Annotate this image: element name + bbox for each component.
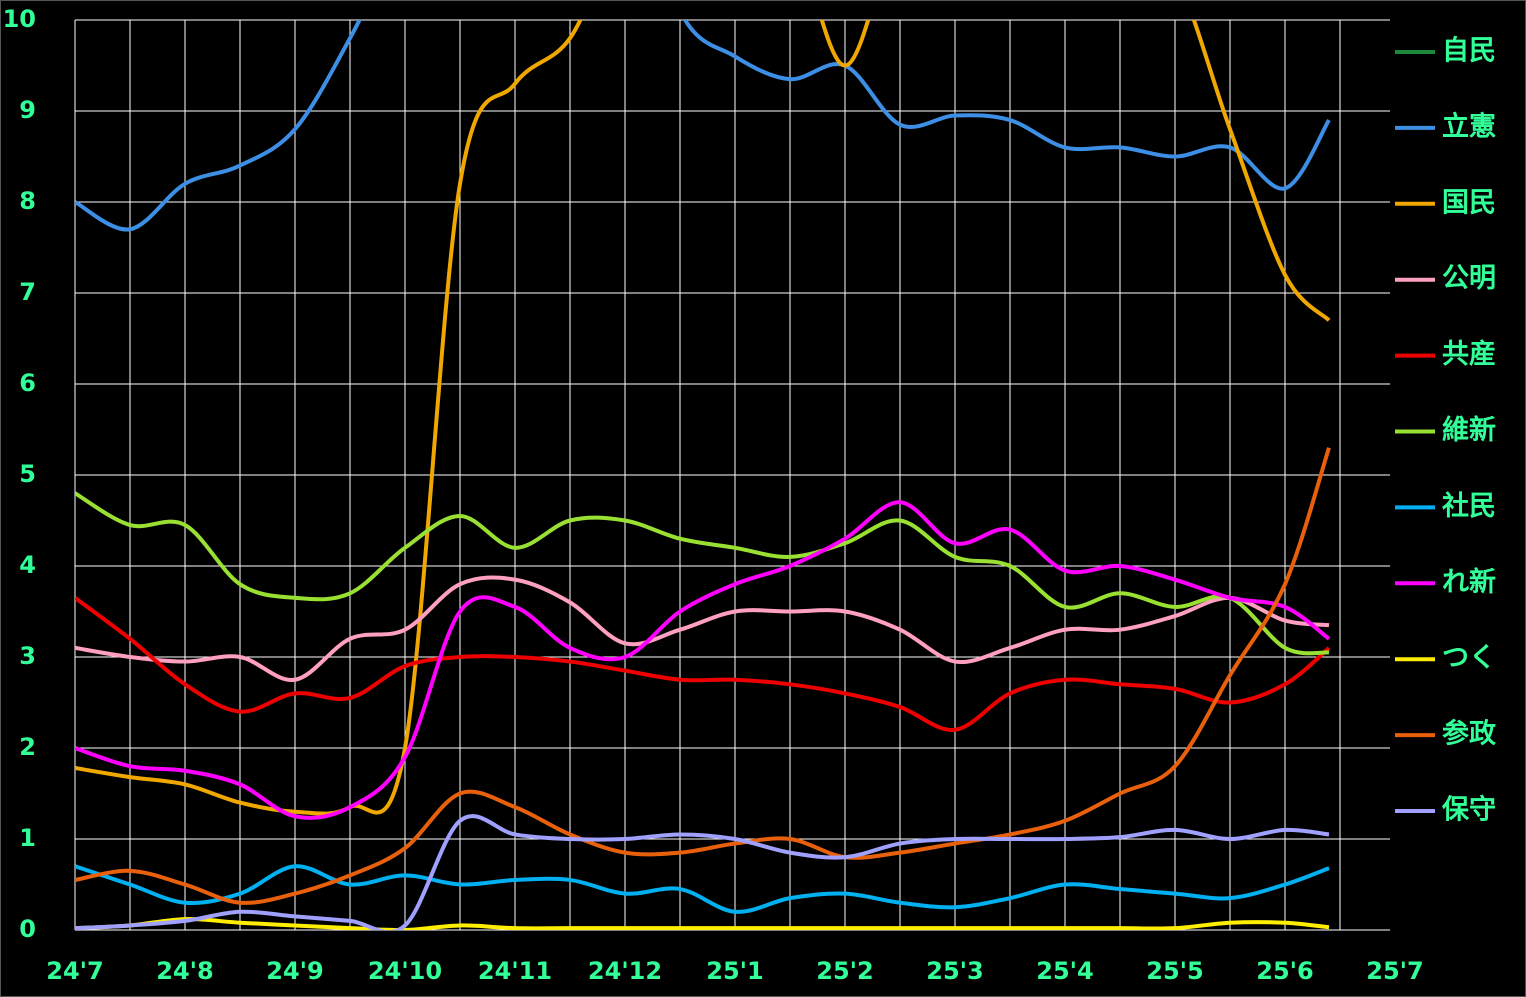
- series-line: [75, 20, 1331, 232]
- y-tick-label: 3: [19, 642, 36, 670]
- legend-label: 自民: [1442, 35, 1496, 67]
- y-tick-label: 4: [19, 551, 36, 579]
- x-tick-label: 24'7: [46, 957, 103, 985]
- legend-label: 参政: [1442, 718, 1496, 750]
- series-line: [75, 491, 1330, 656]
- legend-label: つく: [1442, 643, 1496, 674]
- x-tick-label: 25'5: [1146, 957, 1203, 985]
- legend-label: 保守: [1441, 794, 1496, 826]
- x-tick-label: 25'2: [816, 957, 873, 985]
- x-tick-label: 25'4: [1036, 957, 1093, 985]
- y-tick-label: 1: [19, 824, 36, 852]
- y-tick-label: 5: [19, 460, 36, 488]
- y-tick-label: 7: [19, 278, 36, 306]
- series-line: [75, 575, 1330, 682]
- x-tick-label: 24'9: [266, 957, 323, 985]
- legend-label: 共産: [1442, 338, 1496, 370]
- series-line: [75, 814, 1330, 930]
- plot-lines: [75, 20, 1331, 930]
- x-tick-label: 25'6: [1256, 957, 1313, 985]
- y-tick-label: 8: [19, 187, 36, 215]
- x-tick-label: 24'8: [156, 957, 213, 985]
- x-tick-label: 25'3: [926, 957, 983, 985]
- x-tick-label: 24'11: [478, 957, 552, 985]
- legend-label: 公明: [1442, 263, 1496, 294]
- legend-label: 立憲: [1442, 110, 1496, 142]
- legend-label: 維新: [1442, 414, 1496, 446]
- x-tick-label: 25'1: [706, 957, 763, 985]
- x-tick-label: 25'7: [1366, 957, 1423, 985]
- x-tick-label: 24'12: [588, 957, 662, 985]
- series-line: [75, 917, 1330, 930]
- y-tick-label: 0: [19, 915, 36, 943]
- series-line: [75, 596, 1331, 732]
- series-line: [75, 447, 1331, 905]
- legend-label: れ新: [1442, 566, 1496, 598]
- series-line: [75, 864, 1330, 914]
- x-tick-label: 24'10: [368, 957, 442, 985]
- series-line: [75, 500, 1331, 820]
- y-tick-label: 9: [19, 96, 36, 124]
- y-tick-label: 2: [19, 733, 36, 761]
- legend-label: 国民: [1442, 187, 1496, 218]
- y-tick-label: 6: [19, 369, 36, 397]
- legend-label: 社民: [1442, 490, 1496, 522]
- y-tick-label: 10: [3, 5, 36, 33]
